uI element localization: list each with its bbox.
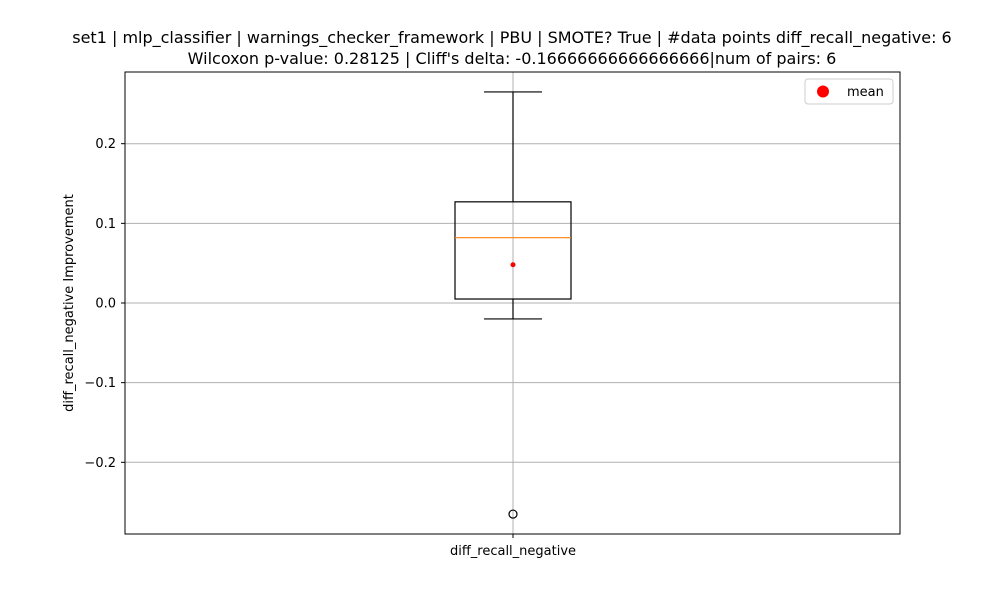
legend-mean-marker	[817, 85, 829, 98]
x-tick-label: diff_recall_negative	[450, 544, 576, 559]
box-layer	[454, 91, 572, 519]
legend-mean-label: mean	[847, 85, 884, 100]
chart-title-line-1: set1 | mlp_classifier | warnings_checker…	[72, 28, 951, 48]
legend: mean	[804, 78, 894, 105]
legend-frame	[804, 78, 894, 105]
y-tick-label: 0.1	[95, 217, 116, 232]
y-tick-label: −0.1	[84, 376, 116, 391]
axis-layer: −0.2 −0.1 0.0 0.1 0.2 diff_recall_negative	[84, 137, 576, 559]
y-axis-label: diff_recall_negative Improvement	[62, 194, 77, 412]
chart-title-line-2: Wilcoxon p-value: 0.28125 | Cliff's delt…	[188, 49, 837, 68]
mean-marker	[510, 262, 516, 268]
y-tick-label: −0.2	[84, 456, 116, 471]
y-tick-label: 0.0	[95, 297, 116, 312]
iqr-box	[454, 201, 572, 300]
outlier-point	[508, 509, 518, 519]
y-tick-label: 0.2	[95, 137, 116, 152]
